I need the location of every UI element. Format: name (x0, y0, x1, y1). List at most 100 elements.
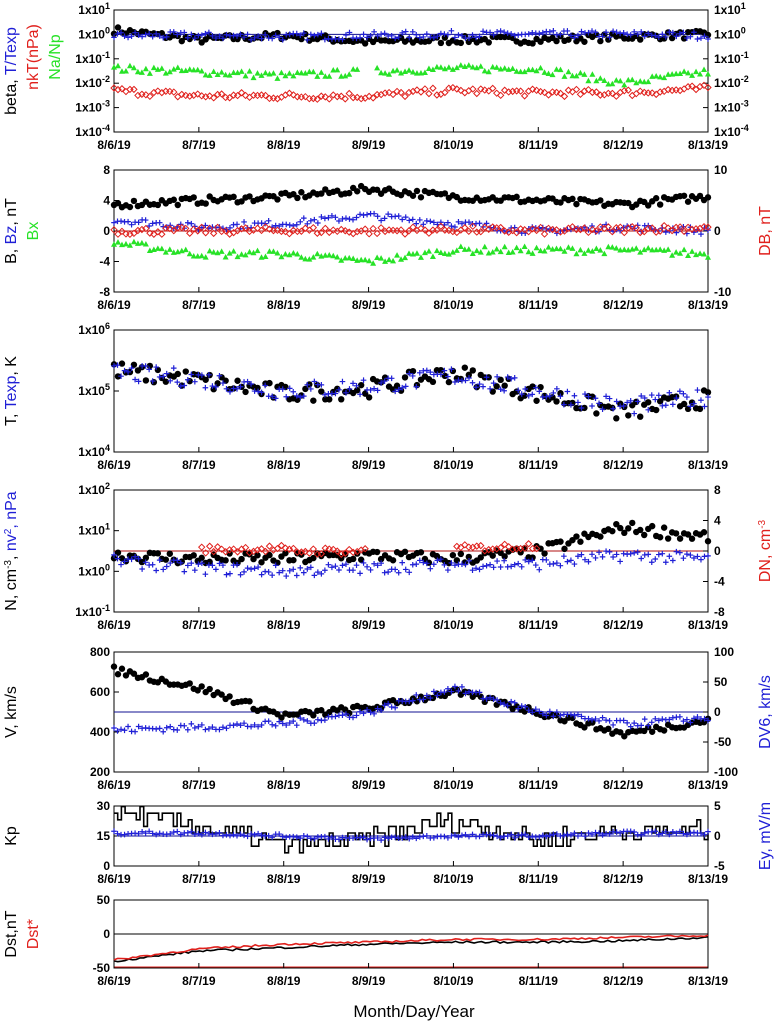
data-point-plus (589, 717, 595, 723)
tick-mantissa: -4 (714, 575, 725, 589)
left-tick-label: 1x101 (78, 522, 110, 538)
data-point-triangle (609, 244, 616, 250)
data-point-triangle (154, 245, 161, 251)
data-point-triangle (190, 66, 197, 73)
data-point-plus (360, 834, 367, 841)
data-point-plus (392, 834, 398, 841)
data-point-plus (641, 830, 648, 836)
data-point-diamond (309, 545, 318, 553)
data-point-plus (374, 387, 381, 394)
data-point-plus (244, 833, 251, 840)
data-point-triangle (334, 66, 341, 73)
data-point-dot (529, 554, 536, 561)
data-point-plus (413, 835, 420, 842)
tick-mantissa: 1x10 (78, 384, 105, 398)
data-point-plus (385, 569, 391, 575)
right-axis-label: DV6, km/s (757, 675, 774, 749)
data-point-dot (357, 381, 365, 389)
data-point-plus (227, 832, 233, 839)
data-point-triangle (366, 257, 373, 264)
data-point-triangle (210, 68, 217, 74)
x-tick-label: 8/6/19 (97, 298, 131, 312)
data-point-plus (455, 32, 462, 38)
data-point-plus (655, 392, 662, 399)
data-point-diamond (604, 223, 613, 231)
data-point-triangle (130, 238, 137, 245)
data-point-diamond (170, 88, 178, 96)
data-point-plus (135, 723, 142, 730)
data-point-diamond (134, 91, 142, 100)
data-point-plus (613, 398, 620, 405)
data-point-plus (185, 219, 191, 226)
data-point-plus (606, 718, 613, 724)
data-point-plus (666, 716, 673, 723)
data-point-plus (424, 692, 430, 699)
data-point-diamond (329, 226, 337, 234)
data-point-plus (395, 569, 402, 576)
data-point-plus (448, 223, 455, 229)
data-point-triangle (697, 250, 704, 256)
data-point-diamond (405, 88, 413, 97)
data-point-plus (550, 390, 557, 396)
data-point-triangle (441, 65, 448, 72)
data-point-diamond (453, 85, 461, 93)
data-point-plus (501, 387, 507, 394)
data-point-diamond (596, 223, 605, 231)
data-point-triangle (374, 64, 381, 71)
data-point-dot (429, 378, 437, 386)
data-point-plus (111, 34, 117, 41)
data-point-triangle (589, 248, 596, 254)
x-tick-label: 8/9/19 (352, 298, 386, 312)
tick-exponent: 6 (105, 321, 110, 331)
data-point-plus (297, 219, 304, 225)
data-point-plus (234, 832, 240, 839)
data-point-diamond (365, 92, 373, 101)
data-point-triangle (350, 66, 357, 72)
data-point-plus (701, 33, 708, 40)
data-point-dot (318, 190, 325, 197)
data-point-triangle (561, 73, 568, 79)
data-point-diamond (241, 543, 250, 552)
data-point-triangle (521, 68, 528, 75)
data-point-plus (409, 216, 416, 223)
data-point-plus (641, 716, 648, 722)
data-point-triangle (601, 77, 608, 83)
data-point-triangle (290, 249, 297, 256)
data-point-plus (445, 373, 451, 380)
data-point-diamond (253, 546, 262, 554)
data-point-plus (638, 29, 645, 35)
data-point-plus (188, 220, 195, 227)
data-point-plus (234, 721, 240, 727)
data-point-plus (332, 563, 339, 570)
data-point-dot (353, 188, 361, 195)
data-point-plus (371, 29, 377, 35)
data-point-plus (670, 828, 676, 835)
data-point-plus (146, 366, 152, 373)
data-point-dot (577, 538, 584, 545)
data-point-diamond (584, 85, 593, 94)
data-point-plus (135, 219, 142, 226)
data-point-dot (680, 192, 688, 199)
data-point-triangle (394, 252, 401, 258)
data-point-triangle (370, 260, 377, 266)
data-point-plus (374, 705, 381, 712)
data-point-plus (504, 374, 511, 380)
data-point-plus (146, 223, 152, 229)
data-point-diamond (337, 550, 345, 558)
data-point-plus (469, 831, 476, 838)
data-point-plus (170, 29, 177, 35)
data-point-plus (315, 31, 321, 38)
data-point-plus (462, 377, 469, 384)
data-point-diamond (465, 543, 473, 551)
data-point-plus (459, 32, 465, 39)
data-point-triangle (601, 250, 608, 257)
data-point-plus (269, 393, 275, 400)
data-point-dot (222, 557, 229, 564)
data-point-diamond (568, 223, 577, 231)
data-point-plus (350, 567, 356, 573)
axis-label-part: DB, nT (757, 206, 774, 256)
panel-frame (113, 329, 709, 453)
right-tick-label: 10 (714, 163, 728, 177)
data-point-plus (501, 557, 507, 564)
data-point-plus (300, 716, 307, 723)
